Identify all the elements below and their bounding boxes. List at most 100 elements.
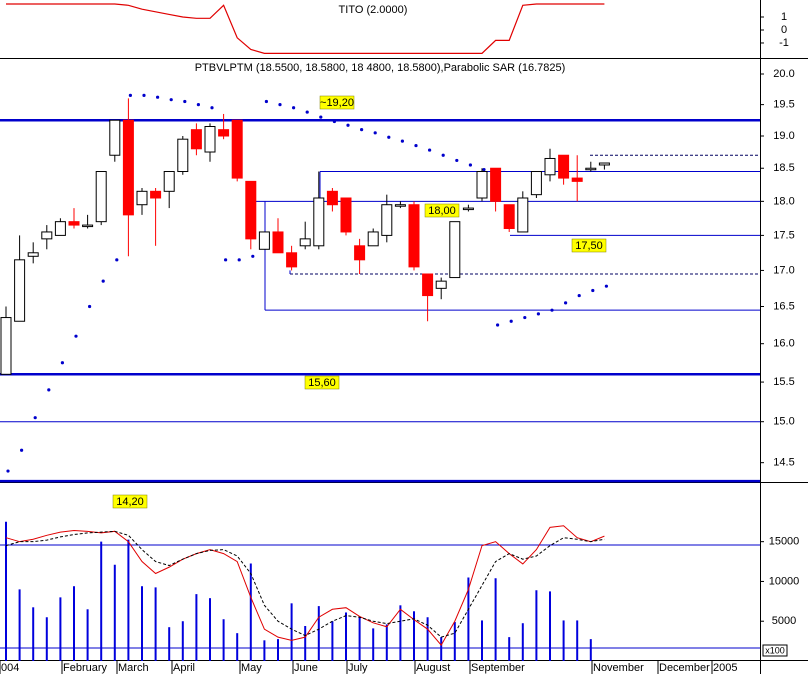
sar-dot [183,99,187,104]
candle-body [598,162,610,166]
sar-dot [292,106,296,110]
sar-dot [360,128,364,132]
y-tick-label: 15.0 [773,416,794,428]
y-tick-label: 19.5 [773,99,794,111]
candle-body [585,167,597,171]
indicator-title: TITO (2.0000) [339,4,408,16]
x-tick-label: December [659,662,710,674]
candle-body [231,119,243,179]
level-label: 18,00 [428,205,456,217]
sar-dot [210,106,214,110]
candle-body [422,273,434,297]
candle-body [326,190,338,206]
candle-body [286,252,298,268]
candle-body [109,119,121,156]
candle-body [218,129,230,137]
candle-body [68,221,80,226]
level-label: ~19,20 [320,97,354,109]
unit-box [762,644,788,657]
sar-dot [591,288,595,293]
y-tick-label: 18.5 [773,162,794,174]
candle-body [150,190,162,199]
candle-body [245,180,257,240]
y-tick-label: 1 [781,11,787,23]
sar-dot [455,158,459,163]
oscillator-line [5,530,605,638]
candle-body [122,119,134,216]
sar-dot [278,103,282,107]
candle-body [476,171,488,199]
candle-body [408,204,420,268]
unit-label: x100 [765,645,785,655]
candle-body [435,280,447,289]
x-tick-label: 2005 [713,662,737,674]
sar-dot [550,308,554,312]
sar-dot [156,95,160,99]
sar-dot [6,469,10,473]
x-tick-label: February [63,662,108,674]
candle-body [41,231,53,240]
y-tick-label: 17.0 [773,264,794,276]
sar-dot [60,361,64,365]
sar-dot [224,258,228,262]
sar-dot [305,110,309,114]
candle-body [82,224,94,228]
candle-body [177,138,189,173]
candle-body [517,197,529,233]
level-label: 14,20 [116,496,144,508]
candle-body [27,252,39,257]
candle-body [190,129,202,150]
candle-body [503,204,515,230]
sar-dot [482,167,486,172]
candle-body [530,171,542,196]
sar-dot [428,148,432,152]
chart-title: PTBVLPTM (18.5500, 18.5800, 18 4800, 18.… [195,62,566,74]
candle-body [0,317,12,375]
sar-dot [509,319,513,323]
sar-dot [142,93,146,97]
y-tick-label: 16.5 [773,300,794,312]
candle-body [299,238,311,247]
sar-dot [536,312,541,316]
y-tick-label: 16.0 [773,338,794,350]
y-tick-label: 17.5 [773,229,794,241]
candle-body [340,197,352,233]
sar-dot [387,135,391,139]
sar-dot [47,388,51,392]
sar-dot [373,131,377,135]
y-tick-label: 19.0 [773,130,794,142]
y-tick-label: 15000 [769,536,800,548]
candle-body [258,231,270,250]
sar-dot [346,123,350,127]
candle-body [354,245,366,261]
candle-body [14,259,26,322]
candle-body [394,204,406,207]
sar-dot [74,334,78,338]
sar-dot [115,258,119,262]
level-label-box [304,375,340,390]
candle-body [558,154,570,179]
y-tick-label: 14.5 [773,457,794,469]
sar-dot [441,153,445,157]
candle-body [95,171,107,223]
sar-dot [237,258,241,262]
level-label-box [112,494,148,509]
x-tick-label: July [348,662,368,674]
candle-body [204,126,216,153]
level-label-box [319,95,355,110]
sar-dot [564,301,568,305]
sar-dot [332,119,336,124]
candle-body [367,231,379,247]
sar-dot [169,98,173,102]
y-tick-label: 20.0 [773,68,794,80]
sar-dot [88,304,92,309]
sar-dot [264,99,268,104]
candle-body [544,157,556,176]
candle-body [54,221,66,236]
sar-dot [196,103,200,107]
candle-body [313,197,325,247]
sar-dot [414,143,418,148]
sar-dot [577,293,581,298]
